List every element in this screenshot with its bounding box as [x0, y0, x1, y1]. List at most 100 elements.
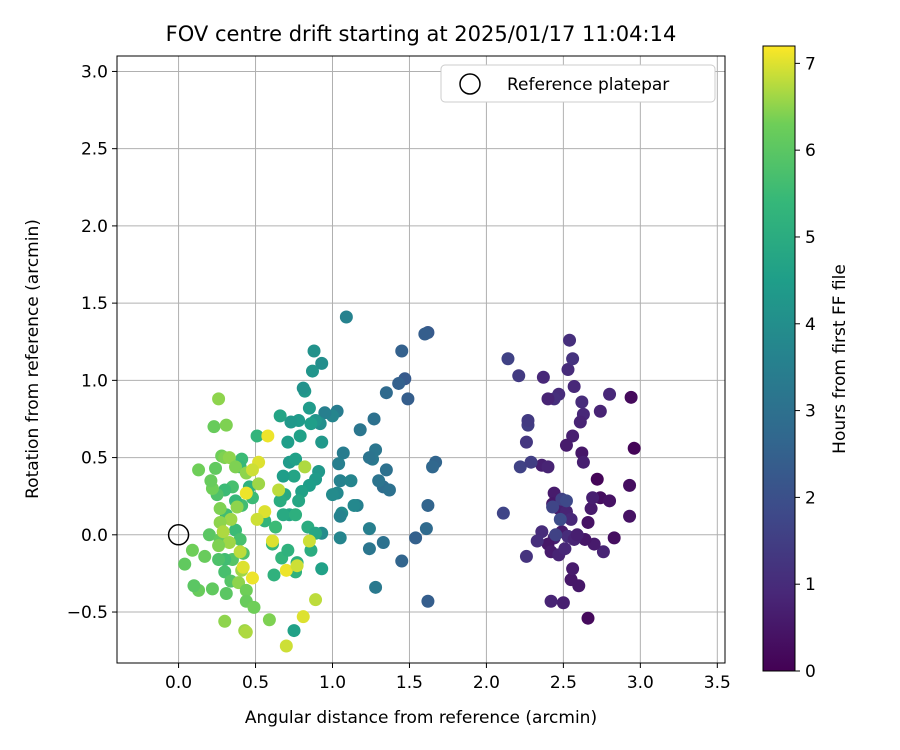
- data-point-136: [276, 469, 290, 483]
- data-point-82: [395, 554, 409, 568]
- data-point-96: [362, 522, 376, 536]
- data-point-187: [207, 420, 221, 434]
- data-point-94: [362, 542, 376, 556]
- data-point-209: [262, 613, 276, 627]
- data-point-21: [603, 387, 617, 401]
- y-axis-label: Rotation from reference (arcmin): [23, 219, 43, 499]
- data-point-97: [339, 310, 353, 324]
- x-tick-label-7: 3.5: [704, 673, 731, 693]
- data-point-189: [212, 392, 226, 406]
- data-point-197: [213, 502, 227, 516]
- data-point-151: [281, 543, 295, 557]
- x-axis-ticks: 0.0 0.5 1.0 1.5 2.0 2.5 3.0 3.5: [165, 663, 731, 693]
- x-tick-label-1: 0.5: [242, 673, 269, 693]
- data-point-223: [290, 559, 304, 573]
- data-point-196: [230, 500, 244, 514]
- data-point-17: [581, 515, 595, 529]
- data-point-174: [219, 586, 233, 600]
- data-point-224: [296, 610, 310, 624]
- data-point-67: [546, 500, 560, 514]
- data-point-175: [205, 582, 219, 596]
- data-point-135: [287, 469, 301, 483]
- data-point-201: [222, 536, 236, 550]
- data-point-221: [265, 534, 279, 548]
- x-tick-label-0: 0.0: [165, 673, 192, 693]
- data-point-214: [245, 463, 259, 477]
- data-point-72: [395, 344, 409, 358]
- data-point-78: [426, 460, 440, 474]
- data-point-185: [209, 461, 223, 475]
- data-point-25: [566, 429, 580, 443]
- y-tick-label-3: 1.0: [81, 371, 108, 391]
- data-point-144: [315, 562, 329, 576]
- data-point-32: [563, 333, 577, 347]
- data-point-53: [570, 528, 584, 542]
- data-point-208: [218, 614, 232, 628]
- y-tick-label-1: 0.0: [81, 526, 108, 546]
- data-point-71: [418, 327, 432, 341]
- data-point-198: [224, 512, 238, 526]
- x-tick-label-4: 2.0: [473, 673, 500, 693]
- data-point-10: [564, 573, 578, 587]
- data-point-59: [521, 414, 535, 428]
- data-point-155: [250, 429, 264, 443]
- data-point-103: [333, 474, 347, 488]
- data-point-76: [379, 386, 393, 400]
- data-point-149: [267, 568, 281, 582]
- data-point-154: [269, 520, 283, 534]
- chart-title: FOV centre drift starting at 2025/01/17 …: [166, 22, 677, 46]
- data-point-101: [336, 446, 350, 460]
- data-point-220: [233, 545, 247, 559]
- data-point-64: [524, 455, 538, 469]
- data-point-28: [576, 455, 590, 469]
- data-point-229: [302, 534, 316, 548]
- data-point-63: [496, 506, 510, 520]
- data-point-91: [367, 412, 381, 426]
- data-points: [178, 310, 641, 653]
- x-axis-label: Angular distance from reference (arcmin): [245, 708, 597, 728]
- colorbar-gradient: [762, 45, 796, 672]
- data-point-60: [512, 369, 526, 383]
- y-tick-label-5: 2.0: [81, 217, 108, 237]
- data-point-11: [566, 562, 580, 576]
- data-point-80: [419, 522, 433, 536]
- legend-marker-icon: [459, 73, 481, 95]
- data-point-0: [624, 390, 638, 404]
- data-point-22: [575, 395, 589, 409]
- y-tick-label-6: 2.5: [81, 140, 108, 160]
- data-point-184: [204, 474, 218, 488]
- data-point-84: [379, 463, 393, 477]
- data-point-90: [362, 451, 376, 465]
- data-point-106: [347, 498, 361, 512]
- data-point-19: [586, 491, 600, 505]
- colorbar-tick-label-5: 5: [805, 228, 816, 248]
- x-tick-label-3: 1.5: [396, 673, 423, 693]
- data-point-69: [549, 528, 563, 542]
- y-tick-label-2: 0.5: [81, 449, 108, 469]
- data-point-92: [353, 423, 367, 437]
- data-point-66: [559, 494, 573, 508]
- data-point-200: [216, 525, 230, 539]
- y-tick-label-7: 3.0: [81, 62, 108, 82]
- data-point-26: [559, 438, 573, 452]
- data-point-129: [289, 452, 303, 466]
- legend-box: [440, 64, 716, 103]
- data-point-219: [245, 571, 259, 585]
- data-point-228: [298, 460, 312, 474]
- data-point-20: [593, 404, 607, 418]
- data-point-93: [376, 536, 390, 550]
- data-point-124: [284, 415, 298, 429]
- colorbar-ticks: 0 1 2 3 4 5 6 7: [795, 54, 816, 682]
- data-point-205: [239, 583, 253, 597]
- data-point-55: [530, 534, 544, 548]
- plot-background: [117, 56, 725, 663]
- data-point-12: [556, 596, 570, 610]
- data-point-95: [369, 580, 383, 594]
- data-point-8: [581, 611, 595, 625]
- legend-entry-reference-platepar: Reference platepar: [507, 75, 669, 95]
- data-point-215: [239, 486, 253, 500]
- data-point-121: [315, 435, 329, 449]
- data-point-14: [596, 545, 610, 559]
- colorbar-tick-label-4: 4: [805, 315, 816, 335]
